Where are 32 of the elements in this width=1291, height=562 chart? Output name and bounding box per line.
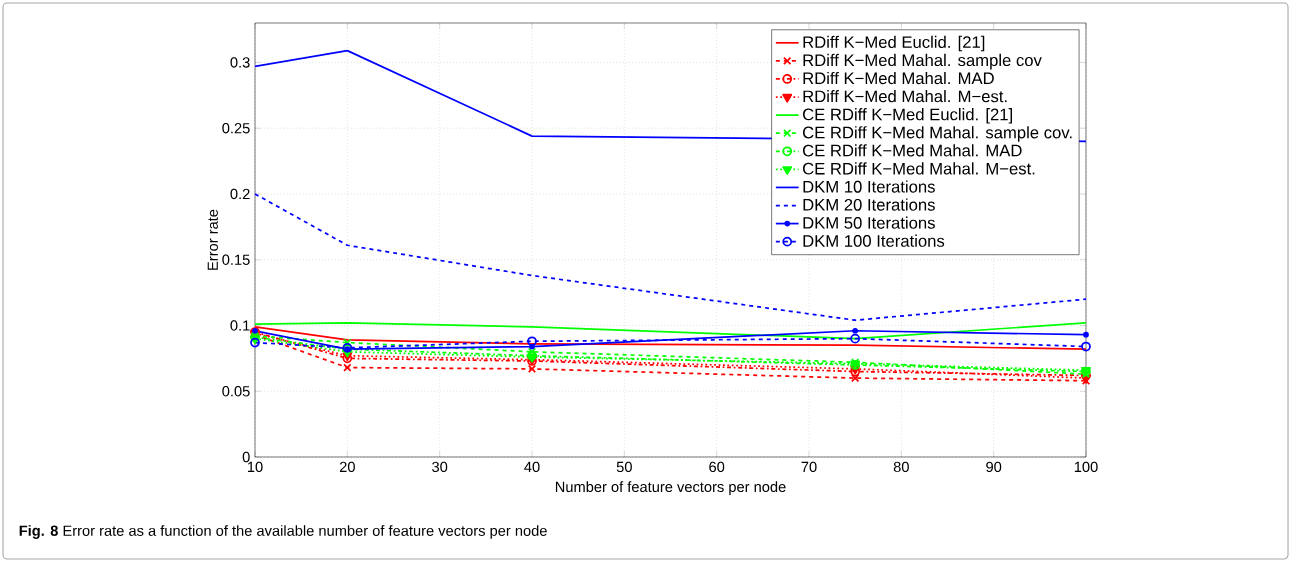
x-tick-label: 80 (893, 461, 909, 473)
y-tick-label: 0 (242, 451, 250, 463)
legend-label: RDiff K−Med Euclid. [21] (803, 35, 985, 52)
legend-label: DKM 10 Iterations (803, 180, 935, 193)
x-tick-label: 30 (432, 461, 448, 473)
legend-label: CE RDiff K−Med Euclid. [21] (802, 108, 1012, 124)
x-tick-label: 100 (1074, 461, 1098, 473)
x-tick-label: 70 (801, 461, 817, 473)
y-tick-label: 0.05 (222, 386, 250, 397)
y-axis-title: Error rate (207, 209, 218, 270)
legend-label: CE RDiff K−Med Mahal. M−est. (802, 162, 1035, 175)
x-tick-label: 90 (986, 461, 1002, 473)
y-tick-label: 0.2 (230, 188, 250, 200)
y-tick-label: 0.25 (222, 123, 250, 134)
x-tick-label: 60 (709, 461, 725, 473)
x-axis-title: Number of feature vectors per node (555, 481, 786, 495)
x-tick-label: 10 (247, 461, 263, 473)
legend-label: RDiff K−Med Mahal. sample cov (803, 53, 1042, 70)
legend-label: DKM 20 Iterations (803, 198, 935, 211)
y-tick-label: 0.3 (230, 57, 250, 68)
legend-label: RDiff K−Med Mahal. M−est. (803, 90, 1007, 103)
x-tick-label: 20 (339, 461, 355, 473)
legend-label: CE RDiff K−Med Mahal. sample cov. (802, 126, 1072, 142)
legend-label: DKM 50 Iterations (803, 216, 935, 229)
legend-label: RDiff K−Med Mahal. MAD (803, 71, 994, 85)
text: Fig. 8 Error rate as a function of the available number of feature vectors per node (19, 525, 547, 539)
y-tick-label: 0.15 (222, 254, 250, 265)
x-tick-label: 50 (616, 461, 632, 473)
y-tick-label: 0.1 (230, 320, 250, 331)
x-tick-label: 40 (524, 461, 540, 473)
legend-label: CE RDiff K−Med Mahal. MAD (802, 144, 1022, 157)
legend-label: DKM 100 Iterations (803, 234, 945, 247)
